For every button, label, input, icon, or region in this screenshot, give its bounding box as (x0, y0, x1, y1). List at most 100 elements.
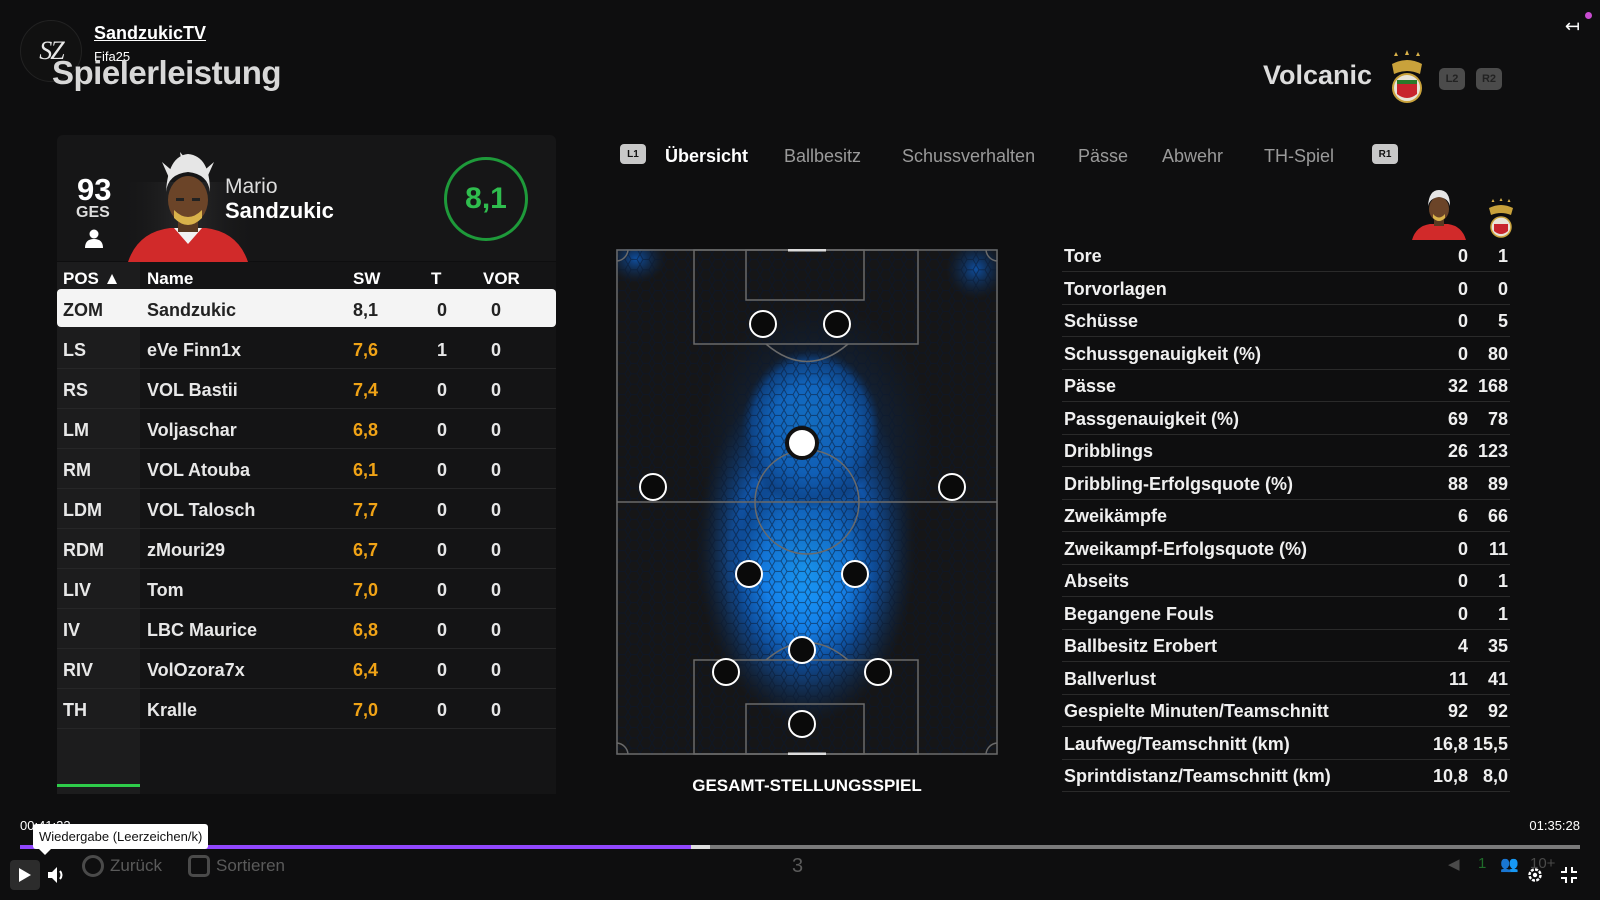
stat-row: Schussgenauigkeit (%) 0 80 (1062, 338, 1510, 370)
row-player-name: Voljaschar (147, 420, 237, 440)
stat-label: Schüsse (1064, 311, 1139, 331)
stat-label: Dribblings (1064, 441, 1153, 461)
stat-player-value: 26 (1447, 441, 1468, 461)
stat-player-value: 0 (1457, 278, 1468, 299)
heatmap-caption: GESAMT-STELLUNGSSPIEL (692, 776, 922, 795)
exit-icon[interactable]: ↤ (1564, 16, 1580, 36)
row-assists: 0 (491, 500, 502, 520)
row-player-name: Tom (147, 580, 184, 600)
back-hint-label: Zurück (110, 856, 162, 875)
person-icon (85, 229, 103, 248)
teammate-marker (712, 658, 740, 686)
stat-row: Tore 0 1 (1062, 240, 1510, 272)
video-progress-fill (20, 845, 691, 849)
table-row[interactable]: RS VOL Bastii 7,4 0 0 (57, 369, 556, 409)
stat-team-value: 78 (1487, 408, 1508, 429)
stat-player-value: 0 (1457, 343, 1468, 364)
tab-übersicht[interactable]: Übersicht (665, 146, 749, 166)
mute-indicator-icon: ◀ (1448, 856, 1460, 873)
row-position: LM (63, 420, 89, 440)
l2-button[interactable]: L2 (1439, 68, 1465, 90)
tab-abwehr[interactable]: Abwehr (1162, 146, 1224, 166)
l1-button[interactable]: L1 (620, 144, 646, 164)
column-focus-indicator (57, 784, 140, 787)
table-row[interactable]: RDM zMouri29 6,7 0 0 (57, 529, 556, 569)
viewer-count: 10+ (1530, 855, 1556, 872)
tab-pässe[interactable]: Pässe (1078, 146, 1129, 166)
stat-team-value: 80 (1487, 343, 1508, 364)
row-position: LIV (63, 580, 92, 600)
row-assists: 0 (491, 540, 502, 560)
stat-player-value: 4 (1457, 636, 1468, 656)
tab-th-spiel[interactable]: TH-Spiel (1264, 146, 1335, 166)
header-sw[interactable]: SW (353, 269, 381, 288)
r2-button[interactable]: R2 (1476, 68, 1502, 90)
player-portrait (118, 152, 258, 262)
video-progress-bar[interactable] (20, 845, 1580, 849)
stat-row: Torvorlagen 0 0 (1062, 273, 1510, 305)
row-assists: 0 (491, 660, 502, 680)
stat-row: Laufweg/Teamschnitt (km) 16,8 15,5 (1062, 728, 1510, 760)
stat-team-value: 15,5 (1472, 733, 1508, 754)
stat-row: Dribbling-Erfolgsquote (%) 88 89 (1062, 468, 1510, 500)
header-pos[interactable]: POS ▲ (63, 269, 121, 288)
stat-label: Passgenauigkeit (%) (1064, 408, 1240, 429)
play-button[interactable] (10, 860, 40, 890)
table-row[interactable]: RIV VolOzora7x 6,4 0 0 (57, 649, 556, 689)
stat-player-value: 88 (1447, 473, 1468, 494)
row-rating: 6,4 (353, 660, 379, 680)
table-row[interactable]: LDM VOL Talosch 7,7 0 0 (57, 489, 556, 529)
stat-label: Gespielte Minuten/Teamschnitt (1064, 701, 1329, 721)
header-vor[interactable]: VOR (483, 269, 520, 288)
back-hint: Zurück (82, 855, 162, 877)
stat-team-value: 8,0 (1482, 766, 1508, 786)
team-crest-icon (1392, 50, 1422, 103)
player-last-name: Sandzukic (225, 198, 334, 223)
row-rating: 7,4 (353, 380, 379, 400)
row-goals: 1 (437, 340, 448, 360)
stat-label: Ballverlust (1064, 668, 1157, 689)
table-row[interactable]: LM Voljaschar 6,8 0 0 (57, 409, 556, 449)
teammate-marker (823, 310, 851, 338)
stat-player-value: 92 (1447, 701, 1468, 721)
tab-ballbesitz[interactable]: Ballbesitz (784, 146, 862, 166)
table-row[interactable]: IV LBC Maurice 6,8 0 0 (57, 609, 556, 649)
sort-hint: Sortieren (188, 855, 285, 877)
stat-label: Ballbesitz Erobert (1064, 636, 1218, 656)
player-overall: 93 (77, 172, 112, 207)
stat-label: Laufweg/Teamschnitt (km) (1064, 733, 1290, 754)
row-assists: 0 (491, 420, 502, 440)
exit-fullscreen-icon[interactable] (1560, 866, 1578, 884)
table-row[interactable]: ZOM Sandzukic 8,1 0 0 (57, 289, 556, 327)
sort-hint-label: Sortieren (216, 856, 285, 875)
header-t[interactable]: T (431, 269, 442, 288)
table-row[interactable]: LIV Tom 7,0 0 0 (57, 569, 556, 609)
circle-button-icon (82, 855, 104, 877)
row-player-name: VolOzora7x (147, 660, 245, 680)
table-row[interactable]: TH Kralle 7,0 0 0 (57, 689, 556, 729)
table-row[interactable]: RM VOL Atouba 6,1 0 0 (57, 449, 556, 489)
row-player-name: eVe Finn1x (147, 340, 242, 360)
tab-schussverhalten[interactable]: Schussverhalten (902, 146, 1036, 166)
play-icon (19, 868, 31, 882)
team-name: Volcanic (1262, 60, 1372, 90)
stat-team-value: 11 (1488, 538, 1508, 559)
stat-team-value: 89 (1487, 473, 1508, 494)
row-position: TH (63, 700, 87, 720)
table-row[interactable]: LS eVe Finn1x 7,6 1 0 (57, 329, 556, 369)
volume-icon[interactable] (46, 864, 68, 886)
stat-row: Gespielte Minuten/Teamschnitt 92 92 (1062, 695, 1510, 727)
row-rating: 7,0 (353, 580, 379, 600)
row-player-name: Kralle (147, 700, 198, 720)
stat-label: Pässe (1064, 376, 1117, 396)
selected-player-marker (785, 426, 819, 460)
settings-gear-icon[interactable] (1526, 866, 1544, 884)
teammate-marker (841, 560, 869, 588)
r1-button[interactable]: R1 (1372, 144, 1398, 164)
row-rating: 6,7 (353, 540, 379, 560)
header-name[interactable]: Name (147, 269, 194, 288)
row-goals: 0 (437, 300, 448, 320)
channel-name[interactable]: SandzukicTV (94, 23, 207, 43)
channel-avatar[interactable]: SZ (20, 20, 82, 82)
